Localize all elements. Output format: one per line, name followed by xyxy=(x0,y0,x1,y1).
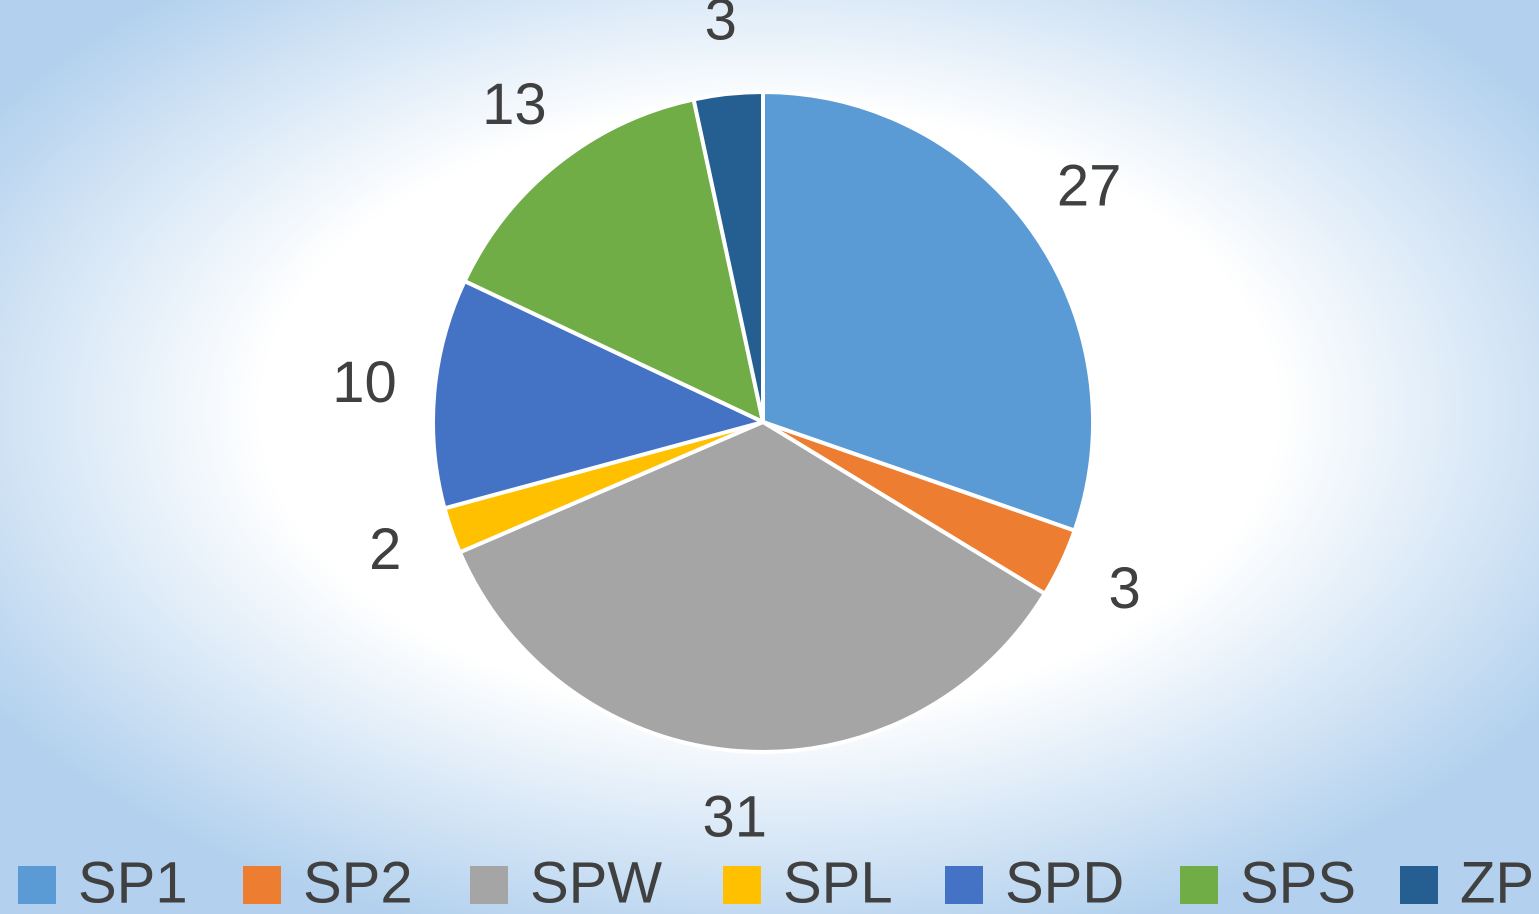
data-label: 3 xyxy=(705,0,737,53)
data-label: 31 xyxy=(703,784,768,849)
legend-swatch xyxy=(945,866,983,904)
legend-label: SPS xyxy=(1240,850,1356,914)
legend-swatch xyxy=(1400,866,1438,904)
pie-slice xyxy=(691,89,765,423)
data-label: 2 xyxy=(369,517,401,582)
legend-label: SP2 xyxy=(303,850,413,914)
legend-swatch xyxy=(243,866,281,904)
data-label: 10 xyxy=(332,350,397,415)
legend-label: SP1 xyxy=(78,850,188,914)
pie-slice xyxy=(461,96,766,426)
pie-slice xyxy=(457,419,1048,754)
pie-slice xyxy=(761,89,1095,534)
legend-label: SPD xyxy=(1005,850,1124,914)
legend-label: ZP xyxy=(1460,850,1534,914)
legend-swatch xyxy=(723,866,761,904)
legend-swatch xyxy=(18,866,56,904)
data-label: 13 xyxy=(482,72,547,137)
legend-label: SPL xyxy=(783,850,893,914)
data-label: 27 xyxy=(1057,154,1122,219)
legend-swatch xyxy=(1180,866,1218,904)
pie-slice xyxy=(431,278,769,511)
data-label: 3 xyxy=(1109,556,1141,621)
legend-label: SPW xyxy=(530,850,662,914)
legend-swatch xyxy=(470,866,508,904)
